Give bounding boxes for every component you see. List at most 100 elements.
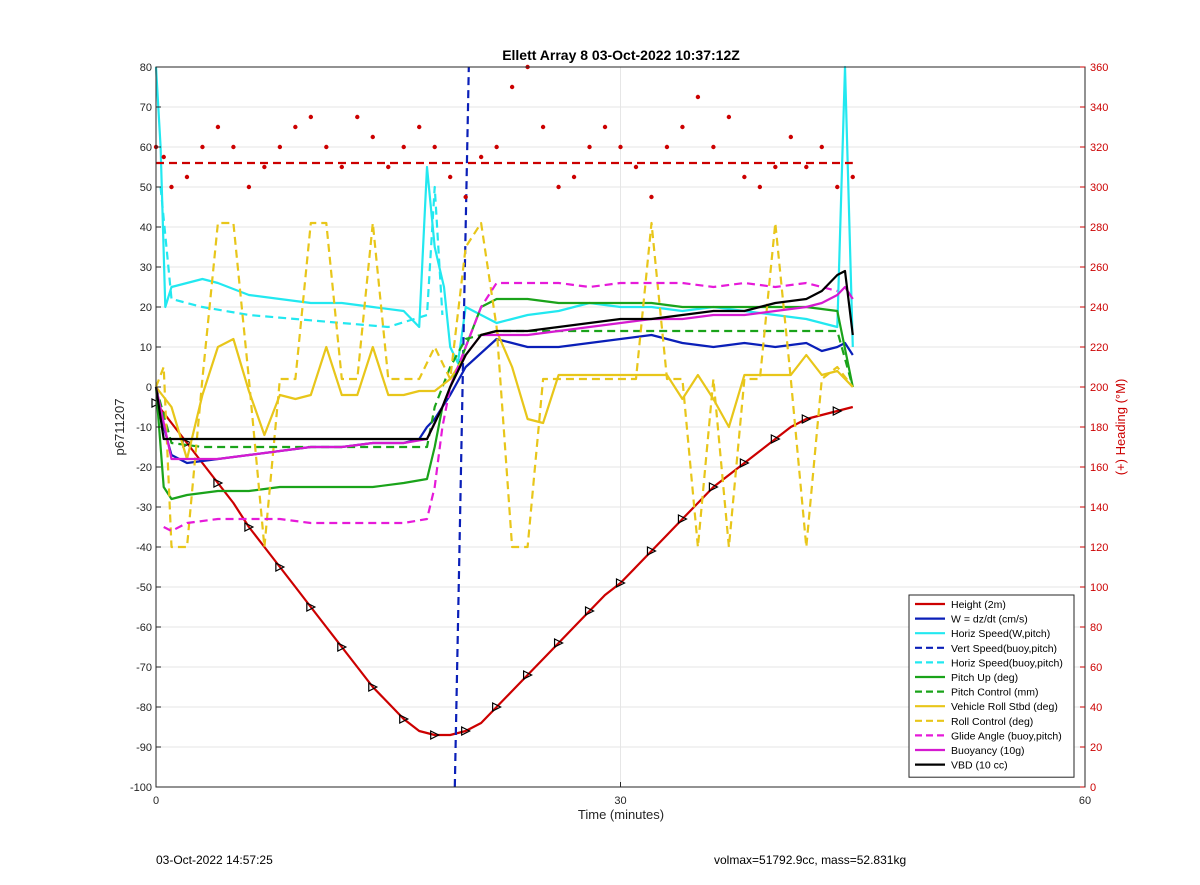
heading-point [401,144,406,150]
x-axis-label: Time (minutes) [578,807,664,822]
series-vbd-10-cc [154,269,854,441]
height-marker [584,606,595,616]
heading-point [215,124,221,130]
y-tick-label: 0 [146,382,152,394]
series-horiz-speed-w-pitch [154,65,854,365]
series-line [453,66,470,788]
y2-tick-label: 200 [1090,382,1108,394]
y2-tick-label: 300 [1090,182,1108,194]
y-tick-label: 20 [140,302,152,314]
heading-point [277,144,283,150]
heading-point [757,184,763,190]
height-marker [337,642,348,652]
height-marker [430,730,441,740]
heading-point [664,144,670,150]
y2-axis-label: (+) Heading (°M) [1113,379,1128,476]
height-marker [275,562,286,572]
chart-title: Ellett Array 8 03-Oct-2022 10:37:12Z [502,47,740,63]
height-marker [801,414,812,424]
heading-point [835,184,840,190]
height-marker [646,546,657,556]
series-layer [151,64,855,788]
heading-point [680,124,685,130]
heading-point [324,144,329,150]
series-line [154,269,854,441]
height-marker [739,458,750,468]
y-tick-label: 80 [140,62,152,74]
heading-point [447,174,453,180]
y-tick-label: -10 [136,422,152,434]
legend-label: VBD (10 cc) [951,760,1008,772]
series-horiz-speed-buoy-pitch [159,185,444,329]
series-height-2m [151,398,854,740]
y2-tick-label: 0 [1090,782,1096,794]
height-marker [461,726,472,736]
y-tick-labels: -100-90-80-70-60-50-40-30-20-10010203040… [130,62,161,794]
y2-tick-labels: 0 20 40 60 80 100 120 140 160 180 200 220 240 260 280 3… [1080,62,1108,794]
heading-point [370,134,375,140]
height-marker [553,638,564,648]
heading-point [742,174,747,180]
y-tick-label: -30 [136,502,152,514]
legend-label: Horiz Speed(buoy,pitch) [951,657,1063,669]
y2-tick-label: 140 [1090,502,1108,514]
x-tick-label: 60 [1079,795,1091,807]
heading-point [773,164,778,170]
heading-point [169,184,174,190]
legend-box [908,594,1075,778]
x-tick-label: 30 [614,795,626,807]
y-tick-label: 70 [140,102,152,114]
footer-timestamp: 03-Oct-2022 14:57:25 [156,853,273,867]
y-tick-label: -80 [136,702,152,714]
heading-point [417,124,422,130]
y2-tick-label: 220 [1090,342,1108,354]
y2-tick-label: 60 [1090,662,1102,674]
heading-point [308,114,314,120]
height-marker [213,478,224,488]
height-marker [306,602,317,612]
heading-point [293,124,298,130]
y2-tick-label: 20 [1090,742,1102,754]
heading-point [695,94,701,100]
y-axis-label: p6711207 [112,399,127,456]
y-tick-label: -60 [136,622,152,634]
y-tick-label: 30 [140,262,152,274]
y2-tick-label: 100 [1090,582,1108,594]
legend-label: Height (2m) [951,599,1006,611]
series-line [155,329,854,461]
height-marker [832,406,843,416]
y2-tick-label: 240 [1090,302,1108,314]
legend-label: Horiz Speed(W,pitch) [951,628,1050,640]
y-tick-label: -50 [136,582,152,594]
heading-point [494,144,499,150]
series-pitch-control-mm [154,329,854,449]
heading-point [587,144,592,150]
heading-point [161,154,166,160]
heading-point [618,144,623,150]
series-heading [153,64,855,200]
legend-label: Vehicle Roll Stbd (deg) [951,701,1058,713]
heading-point [850,174,855,180]
heading-point [633,164,639,170]
heading-point [478,154,484,160]
heading-point [571,174,577,180]
series-line [154,329,854,449]
y2-tick-label: 120 [1090,542,1108,554]
heading-point [556,184,561,190]
height-marker [244,522,255,532]
y-tick-label: 40 [140,222,152,234]
y-tick-label: -20 [136,462,152,474]
heading-point [200,144,205,150]
legend-label: Vert Speed(buoy,pitch) [951,643,1057,655]
heading-point [540,124,546,130]
heading-point [339,164,344,170]
x-tick-label: 0 [153,795,159,807]
height-marker [399,714,410,724]
y-tick-label: -90 [136,742,152,754]
height-marker [770,434,781,444]
height-marker [492,702,502,712]
y-tick-label: 50 [140,182,152,194]
legend-label: W = dz/dt (cm/s) [951,614,1028,626]
heading-point [386,164,391,170]
legend-label: Roll Control (deg) [951,716,1033,728]
